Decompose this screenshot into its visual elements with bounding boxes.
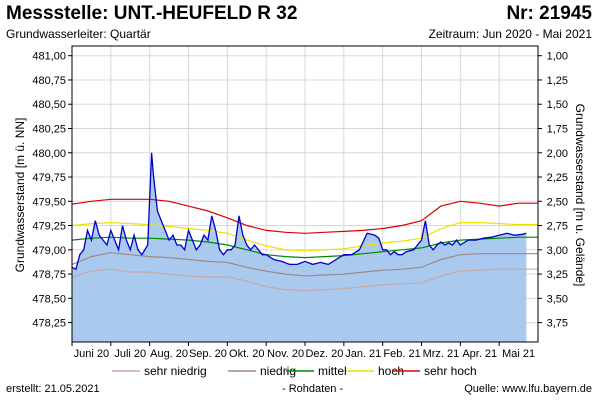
raw-data-note: - Rohdaten - (282, 383, 344, 395)
series-line-sehr-niedrig (71, 268, 538, 292)
y-tick-label-right: 1,25 (547, 75, 568, 87)
period-label: Zeitraum: Jun 2020 - Mai 2021 (428, 27, 592, 41)
aquifer-label: Grundwasserleiter: Quartär (6, 27, 151, 41)
y-tick-label-right: 3,50 (547, 293, 568, 305)
source-link[interactable]: Quelle: www.lfu.bayern.de (464, 383, 592, 395)
y-tick-label-right: 2,50 (547, 196, 568, 208)
legend-label: niedrig (260, 364, 296, 378)
y-tick-label-right: 1,00 (547, 51, 568, 63)
y-tick-label-left: 478,75 (32, 269, 66, 281)
y-tick-label-left: 478,50 (32, 293, 66, 305)
legend: sehr niedrig niedrig mittel hoch sehr hoch (112, 364, 477, 378)
y-tick-label-left: 479,50 (32, 196, 66, 208)
y-tick-label-left: 481,00 (32, 51, 66, 63)
chart-marks (71, 152, 538, 342)
measured-area (72, 152, 527, 342)
x-tick-label: Mrz. 21 (423, 348, 460, 360)
x-tick-label: Nov. 20 (267, 348, 304, 360)
created-date: erstellt: 21.05.2021 (6, 383, 100, 395)
x-tick-label: Mai 21 (502, 348, 535, 360)
y-tick-label-left: 478,25 (32, 318, 66, 330)
axis-ticks: 481,00 480,75 480,50 480,25 480,00 479,75 479,… (32, 51, 568, 360)
x-tick-label: Okt. 20 (229, 348, 264, 360)
legend-label: sehr niedrig (144, 364, 207, 378)
station-title: Messstelle: UNT.-HEUFELD R 32 (6, 3, 298, 24)
y-tick-label-right: 2,75 (547, 221, 568, 233)
y-axis-right-label: Grundwasserstand [m u. Gelände] (573, 104, 587, 287)
series-line-niedrig (71, 252, 538, 277)
y-tick-label-right: 3,00 (547, 245, 568, 257)
series-line-hoch (71, 221, 538, 252)
y-tick-label-left: 480,50 (32, 99, 66, 111)
x-tick-label: Jan. 21 (345, 348, 381, 360)
x-tick-label: Juni 20 (74, 348, 109, 360)
x-tick-label: Dez. 20 (305, 348, 343, 360)
y-tick-label-left: 479,00 (32, 245, 66, 257)
station-number: Nr: 21945 (506, 3, 592, 24)
y-tick-label-left: 480,00 (32, 148, 66, 160)
legend-label: mittel (318, 364, 347, 378)
y-tick-label-right: 1,50 (547, 99, 568, 111)
y-axis-left-label: Grundwasserstand [m ü. NN] (13, 118, 27, 273)
y-tick-label-right: 3,25 (547, 269, 568, 281)
y-tick-label-right: 1,75 (547, 123, 568, 135)
x-tick-label: Sep. 20 (189, 348, 227, 360)
series-line-mittel (71, 236, 538, 259)
y-tick-label-left: 479,25 (32, 221, 66, 233)
x-tick-label: Feb. 21 (383, 348, 420, 360)
legend-label: hoch (378, 364, 404, 378)
legend-label: sehr hoch (424, 364, 477, 378)
y-tick-label-right: 3,75 (547, 318, 568, 330)
x-tick-label: Aug. 20 (150, 348, 188, 360)
x-tick-label: Juli 20 (114, 348, 146, 360)
y-tick-label-left: 479,75 (32, 172, 66, 184)
y-tick-label-right: 2,25 (547, 172, 568, 184)
x-tick-label: Apr. 21 (462, 348, 497, 360)
y-tick-label-right: 2,00 (547, 148, 568, 160)
series-line-measured (71, 152, 527, 271)
y-tick-label-left: 480,75 (32, 75, 66, 87)
y-tick-label-left: 480,25 (32, 123, 66, 135)
